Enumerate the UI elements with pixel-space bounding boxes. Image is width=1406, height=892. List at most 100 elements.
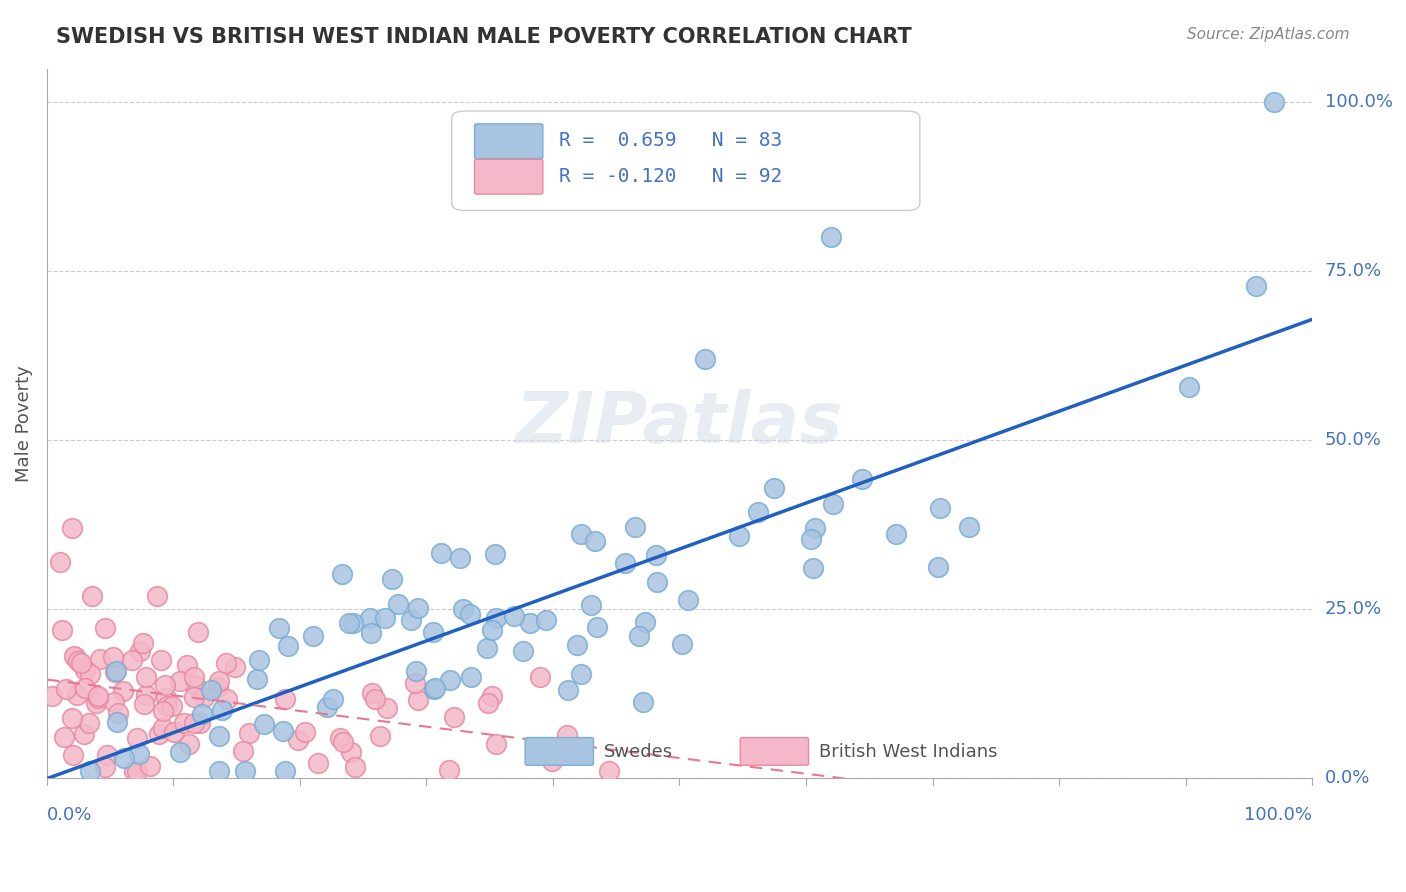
FancyBboxPatch shape [475, 124, 543, 159]
Point [94, 621, 117, 635]
Point [247, 653, 270, 667]
Point [439, 673, 461, 687]
Text: 0.0%: 0.0% [46, 806, 93, 824]
FancyBboxPatch shape [451, 112, 920, 211]
Point [449, 551, 471, 566]
Point [404, 675, 426, 690]
Point [586, 620, 609, 634]
Point [360, 626, 382, 640]
Text: SWEDISH VS BRITISH WEST INDIAN MALE POVERTY CORRELATION CHART: SWEDISH VS BRITISH WEST INDIAN MALE POVE… [56, 27, 912, 46]
Point [156, 699, 179, 714]
Point [132, 636, 155, 650]
Point [105, 664, 128, 678]
Point [112, 683, 135, 698]
Point [53, 731, 76, 745]
Point [277, 639, 299, 653]
Point [330, 567, 353, 582]
Point [101, 650, 124, 665]
Point [224, 660, 246, 674]
FancyBboxPatch shape [475, 160, 543, 194]
Point [200, 682, 222, 697]
Point [183, 690, 205, 704]
Point [1244, 279, 1267, 293]
Point [177, 737, 200, 751]
Point [294, 724, 316, 739]
Point [183, 715, 205, 730]
Point [583, 534, 606, 549]
Point [135, 670, 157, 684]
Point [65, 649, 87, 664]
Point [211, 703, 233, 717]
Point [79, 764, 101, 779]
Point [316, 700, 339, 714]
Point [481, 689, 503, 703]
Point [138, 759, 160, 773]
Point [443, 710, 465, 724]
Text: 100.0%: 100.0% [1324, 94, 1393, 112]
Point [169, 745, 191, 759]
Point [134, 688, 156, 702]
Point [125, 731, 148, 745]
Point [503, 609, 526, 624]
Point [359, 611, 381, 625]
Text: R =  0.659   N = 83: R = 0.659 N = 83 [560, 131, 783, 151]
Point [238, 726, 260, 740]
Point [287, 732, 309, 747]
Point [484, 547, 506, 561]
Point [519, 616, 541, 631]
Text: ZIPatlas: ZIPatlas [516, 389, 844, 458]
Point [332, 735, 354, 749]
Point [693, 352, 716, 367]
Point [406, 693, 429, 707]
Point [96, 747, 118, 762]
Point [215, 692, 238, 706]
Point [80, 589, 103, 603]
Point [48, 555, 70, 569]
Point [215, 656, 238, 670]
Point [485, 611, 508, 625]
Point [401, 613, 423, 627]
Point [927, 560, 949, 574]
Point [627, 629, 650, 643]
Point [631, 695, 654, 709]
Point [94, 760, 117, 774]
Point [193, 690, 215, 704]
Point [307, 756, 329, 771]
Point [107, 706, 129, 721]
Point [128, 747, 150, 761]
Point [567, 638, 589, 652]
Point [928, 501, 950, 516]
Point [536, 613, 558, 627]
Point [337, 615, 360, 630]
Point [55, 681, 77, 696]
Point [821, 497, 844, 511]
Text: 25.0%: 25.0% [1324, 600, 1382, 618]
Point [187, 624, 209, 639]
Point [803, 521, 825, 535]
Point [406, 601, 429, 615]
Text: 100.0%: 100.0% [1244, 806, 1312, 824]
Point [77, 715, 100, 730]
Point [253, 717, 276, 731]
Text: R = -0.120   N = 92: R = -0.120 N = 92 [560, 167, 783, 186]
Point [342, 616, 364, 631]
Point [41, 689, 63, 703]
Point [67, 654, 90, 668]
Point [207, 680, 229, 694]
Point [153, 677, 176, 691]
Point [273, 764, 295, 779]
Point [422, 624, 444, 639]
Text: Source: ZipAtlas.com: Source: ZipAtlas.com [1187, 27, 1350, 42]
Point [145, 589, 167, 603]
Point [183, 678, 205, 692]
Point [162, 725, 184, 739]
Point [79, 666, 101, 681]
Point [267, 621, 290, 635]
Point [512, 643, 534, 657]
Point [485, 737, 508, 751]
Point [87, 690, 110, 704]
Point [569, 667, 592, 681]
Point [155, 691, 177, 706]
Point [477, 696, 499, 710]
Point [423, 681, 446, 696]
